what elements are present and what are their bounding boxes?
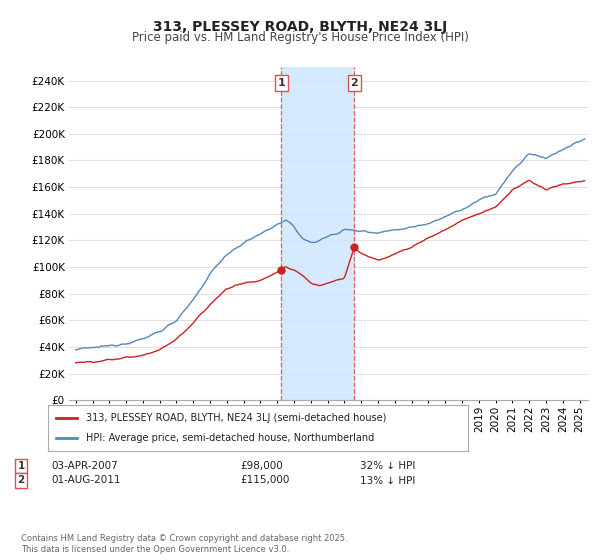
Text: 1: 1 (278, 78, 286, 88)
Text: 2: 2 (17, 475, 25, 486)
Text: 1: 1 (17, 461, 25, 471)
Text: 03-APR-2007: 03-APR-2007 (51, 461, 118, 471)
Text: 313, PLESSEY ROAD, BLYTH, NE24 3LJ: 313, PLESSEY ROAD, BLYTH, NE24 3LJ (153, 20, 447, 34)
Text: 32% ↓ HPI: 32% ↓ HPI (360, 461, 415, 471)
Text: £115,000: £115,000 (240, 475, 289, 486)
Text: Price paid vs. HM Land Registry's House Price Index (HPI): Price paid vs. HM Land Registry's House … (131, 31, 469, 44)
Text: £98,000: £98,000 (240, 461, 283, 471)
Bar (281, 67, 354, 400)
Text: 2: 2 (350, 78, 358, 88)
Text: 313, PLESSEY ROAD, BLYTH, NE24 3LJ (semi-detached house): 313, PLESSEY ROAD, BLYTH, NE24 3LJ (semi… (86, 413, 386, 423)
Text: 01-AUG-2011: 01-AUG-2011 (51, 475, 121, 486)
Text: 13% ↓ HPI: 13% ↓ HPI (360, 475, 415, 486)
Text: HPI: Average price, semi-detached house, Northumberland: HPI: Average price, semi-detached house,… (86, 433, 374, 443)
Text: Contains HM Land Registry data © Crown copyright and database right 2025.
This d: Contains HM Land Registry data © Crown c… (21, 534, 347, 554)
